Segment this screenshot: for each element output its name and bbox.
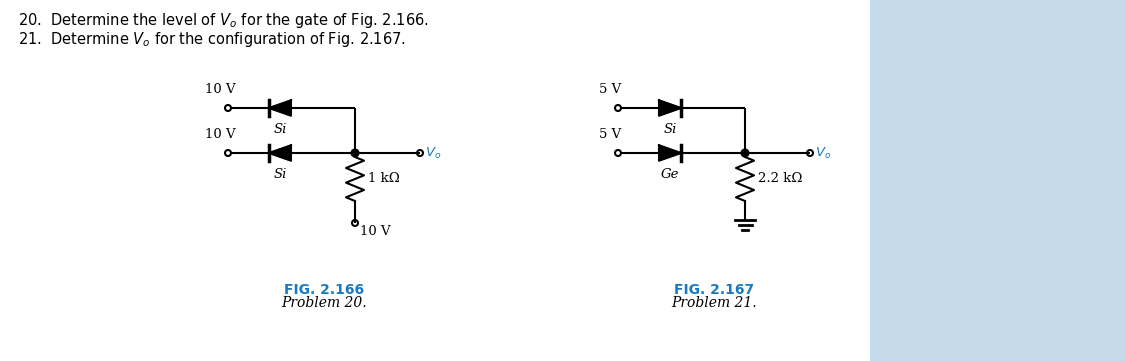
Text: 5 V: 5 V bbox=[598, 128, 621, 141]
Text: Si: Si bbox=[273, 123, 287, 136]
Text: 10 V: 10 V bbox=[205, 128, 235, 141]
FancyBboxPatch shape bbox=[870, 0, 1125, 361]
Text: Si: Si bbox=[273, 168, 287, 181]
Text: 10 V: 10 V bbox=[205, 83, 235, 96]
Polygon shape bbox=[659, 100, 681, 116]
Text: Ge: Ge bbox=[660, 168, 680, 181]
Polygon shape bbox=[269, 145, 291, 161]
Polygon shape bbox=[269, 100, 291, 116]
Text: 5 V: 5 V bbox=[598, 83, 621, 96]
Polygon shape bbox=[659, 145, 681, 161]
Text: Problem 21.: Problem 21. bbox=[672, 296, 757, 310]
Text: FIG. 2.167: FIG. 2.167 bbox=[674, 283, 754, 297]
Text: Problem 20.: Problem 20. bbox=[281, 296, 367, 310]
Text: $V_o$: $V_o$ bbox=[814, 145, 831, 161]
Text: Si: Si bbox=[664, 123, 677, 136]
Text: $V_o$: $V_o$ bbox=[425, 145, 441, 161]
Text: 2.2 kΩ: 2.2 kΩ bbox=[758, 173, 802, 186]
Text: 21.  Determine $V_o$ for the configuration of Fig. 2.167.: 21. Determine $V_o$ for the configuratio… bbox=[18, 30, 406, 49]
Text: FIG. 2.166: FIG. 2.166 bbox=[284, 283, 364, 297]
Text: 20.  Determine the level of $V_o$ for the gate of Fig. 2.166.: 20. Determine the level of $V_o$ for the… bbox=[18, 11, 429, 30]
Circle shape bbox=[741, 149, 748, 157]
Text: 1 kΩ: 1 kΩ bbox=[368, 173, 399, 186]
Text: 10 V: 10 V bbox=[360, 225, 390, 238]
Circle shape bbox=[351, 149, 359, 157]
